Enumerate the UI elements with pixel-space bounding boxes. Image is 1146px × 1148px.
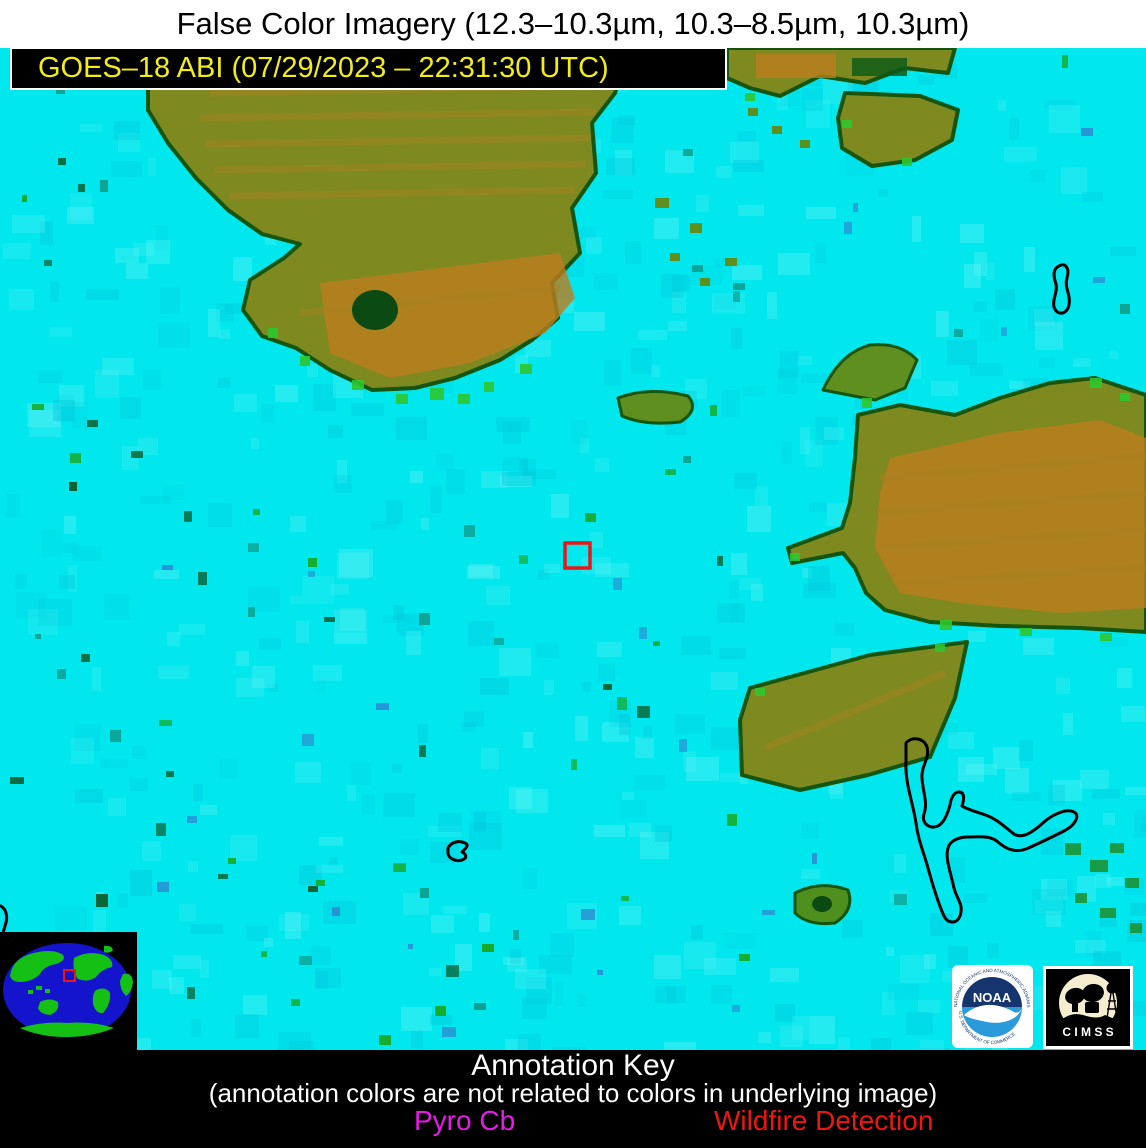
landmass-small-center	[616, 389, 694, 425]
lake-outline-small	[446, 840, 469, 862]
landmass-northeast-lower	[836, 91, 960, 168]
satellite-timestamp-banner: GOES–18 ABI (07/29/2023 – 22:31:30 UTC)	[10, 47, 727, 90]
satellite-image	[0, 46, 1146, 1070]
landmass-east-streaks	[877, 452, 1146, 587]
noaa-abbr: NOAA	[973, 990, 1012, 1005]
noaa-logo-graphic: NOAA NATIONAL OCEANIC AND ATMOSPHERIC AD…	[950, 961, 1033, 1048]
landmass-east-arm	[821, 343, 919, 402]
cimss-tower-legs	[1106, 992, 1118, 1019]
noaa-bird-icon	[964, 1004, 1022, 1023]
cimss-logo-graphic: C I M S S	[1043, 966, 1133, 1049]
lake-outline-north	[1052, 263, 1071, 315]
annotation-key-footer: Annotation Key (annotation colors are no…	[0, 1050, 1146, 1148]
title-bar: False Color Imagery (12.3–10.3µm, 10.3–8…	[0, 0, 1146, 47]
band-streak	[763, 669, 947, 752]
southeast-green-cluster	[1065, 843, 1142, 933]
cimss-label: C I M S S	[1062, 1025, 1113, 1039]
dark-cloud-spot	[352, 290, 398, 330]
mound-dark-core	[812, 896, 832, 912]
cloud-specks	[10, 50, 1130, 1045]
globe-ocean	[3, 943, 131, 1037]
landmass-southeast-band	[738, 640, 969, 792]
landmass-east-warm-core	[875, 420, 1146, 613]
annotation-key-subtitle: (annotation colors are not related to co…	[208, 1078, 938, 1108]
geography-outlines	[0, 263, 1079, 938]
globe-locator-inset	[0, 932, 137, 1050]
page-title: False Color Imagery (12.3–10.3µm, 10.3–8…	[176, 6, 970, 41]
olive-speck-cluster	[655, 108, 810, 286]
annotation-key-item-pyrocb: Pyro Cb	[414, 1105, 516, 1136]
bright-green-fringe	[268, 93, 1130, 696]
northeast-warm-spot	[756, 54, 836, 78]
dark-strip	[852, 58, 907, 76]
landmass-northwest-warm-core	[320, 253, 575, 378]
globe-map	[0, 932, 137, 1050]
annotation-key-title: Annotation Key	[471, 1049, 675, 1082]
landmasses	[146, 46, 1146, 933]
lake-outline-large	[904, 737, 1079, 924]
annotation-key-item-wildfire: Wildfire Detection	[714, 1105, 934, 1136]
cimss-silhouette	[1059, 982, 1118, 1024]
cimss-logo: C I M S S	[1043, 966, 1133, 1049]
false-color-scene	[0, 46, 1146, 1070]
banner-text: GOES–18 ABI (07/29/2023 – 22:31:30 UTC)	[38, 52, 609, 84]
globe-continents	[10, 945, 133, 1037]
wildfire-detection-box	[563, 541, 592, 570]
globe-location-marker	[63, 969, 76, 982]
noaa-logo: NOAA NATIONAL OCEANIC AND ATMOSPHERIC AD…	[950, 961, 1033, 1048]
